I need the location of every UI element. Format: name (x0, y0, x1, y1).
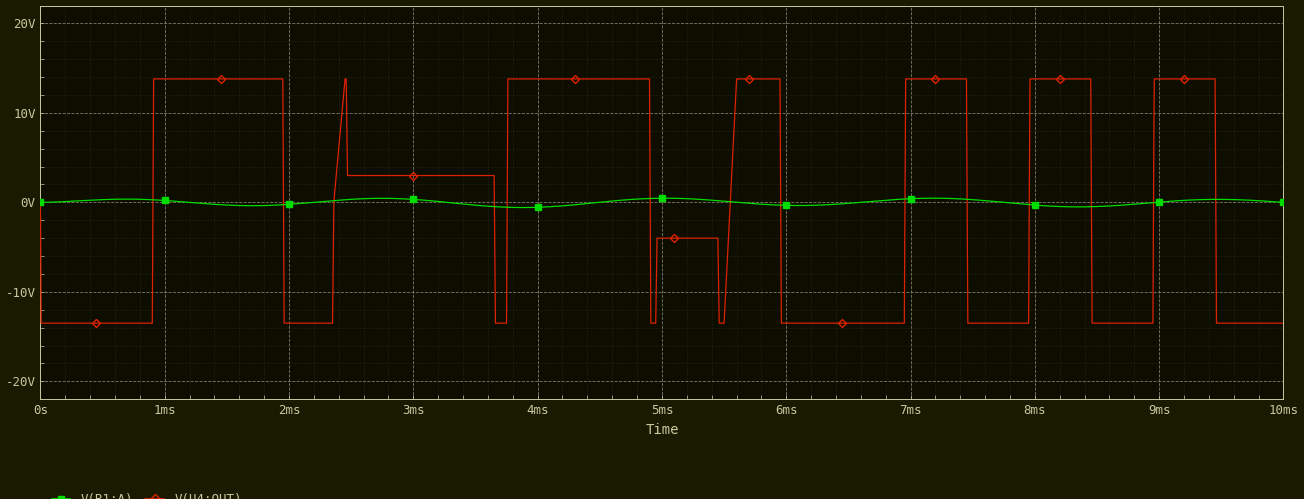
X-axis label: Time: Time (645, 423, 678, 437)
Legend: V(R1:A), V(U4:OUT): V(R1:A), V(U4:OUT) (47, 488, 246, 499)
